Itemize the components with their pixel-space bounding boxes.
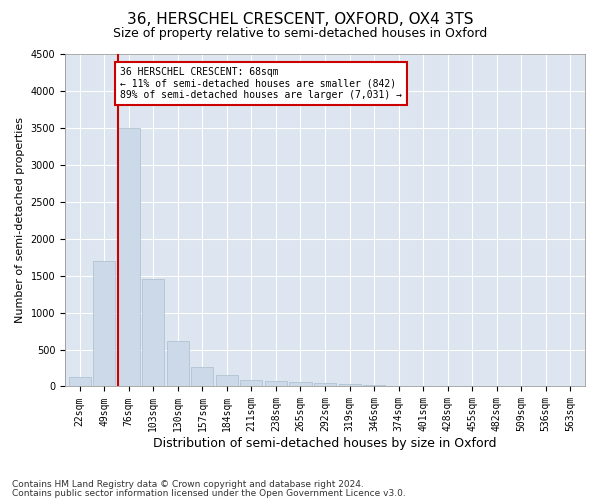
- Y-axis label: Number of semi-detached properties: Number of semi-detached properties: [15, 117, 25, 323]
- X-axis label: Distribution of semi-detached houses by size in Oxford: Distribution of semi-detached houses by …: [153, 437, 497, 450]
- Bar: [69, 377, 91, 386]
- Bar: [167, 340, 189, 386]
- Bar: [191, 366, 214, 386]
- Bar: [241, 380, 262, 386]
- Bar: [338, 384, 361, 386]
- Bar: [265, 381, 287, 386]
- Bar: [314, 383, 336, 386]
- Bar: [216, 376, 238, 386]
- Bar: [142, 280, 164, 386]
- Text: 36, HERSCHEL CRESCENT, OXFORD, OX4 3TS: 36, HERSCHEL CRESCENT, OXFORD, OX4 3TS: [127, 12, 473, 28]
- Text: Contains public sector information licensed under the Open Government Licence v3: Contains public sector information licen…: [12, 488, 406, 498]
- Bar: [363, 384, 385, 386]
- Text: 36 HERSCHEL CRESCENT: 68sqm
← 11% of semi-detached houses are smaller (842)
89% : 36 HERSCHEL CRESCENT: 68sqm ← 11% of sem…: [120, 68, 402, 100]
- Bar: [118, 128, 140, 386]
- Text: Size of property relative to semi-detached houses in Oxford: Size of property relative to semi-detach…: [113, 28, 487, 40]
- Text: Contains HM Land Registry data © Crown copyright and database right 2024.: Contains HM Land Registry data © Crown c…: [12, 480, 364, 489]
- Bar: [93, 261, 115, 386]
- Bar: [289, 382, 311, 386]
